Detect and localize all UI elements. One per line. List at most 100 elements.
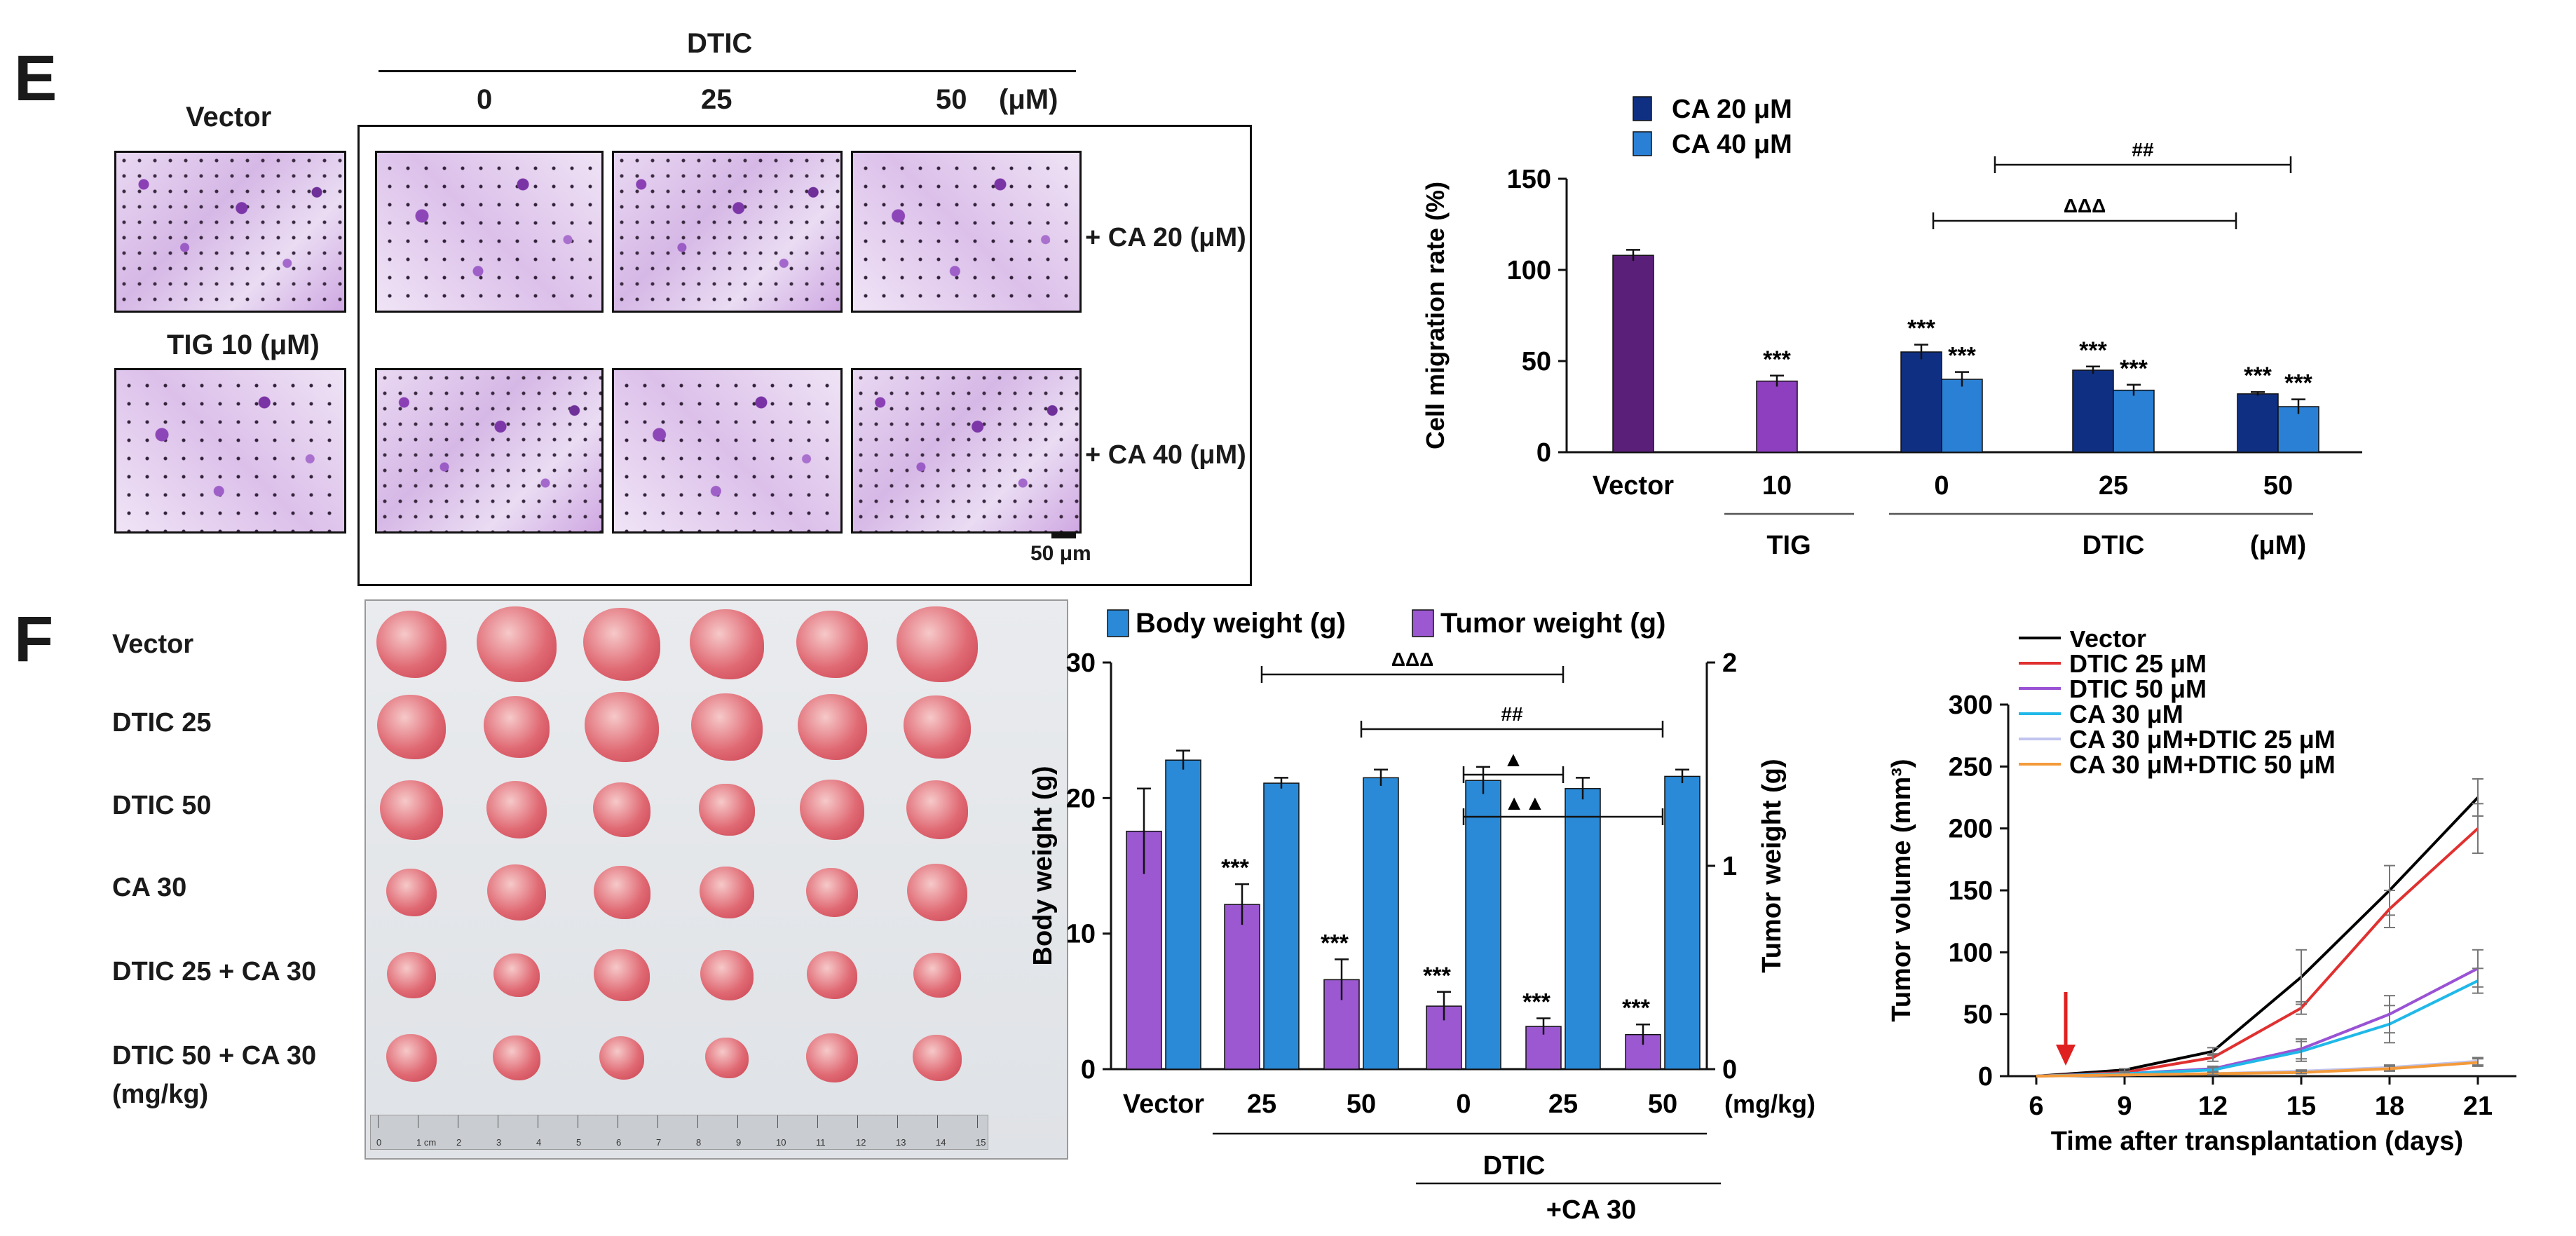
ruler-tick <box>817 1115 818 1128</box>
x-tick-label: 50 <box>2263 471 2293 501</box>
significance-label: *** <box>1522 989 1551 1016</box>
y-axis-title: Tumor volume (mm³) <box>1887 759 1916 1021</box>
treatment-arrow-head <box>2056 1045 2076 1066</box>
group-label-dtic: DTIC <box>1483 1151 1546 1181</box>
tumor <box>594 949 650 1002</box>
tumor <box>484 695 550 759</box>
bar <box>2277 406 2319 453</box>
y-tick-label: 100 <box>1949 938 1993 967</box>
body-weight-bar <box>1465 780 1501 1070</box>
scale-bar <box>1051 533 1076 538</box>
tumor <box>913 952 962 998</box>
ruler-tick-label: 13 <box>896 1137 906 1148</box>
tumor <box>386 869 437 916</box>
group-label-ca: +CA 30 <box>1546 1195 1637 1225</box>
tumor <box>386 1034 437 1082</box>
tumor-row-label-1: DTIC 25 <box>112 708 212 738</box>
tumor-units-label: (mg/kg) <box>112 1080 209 1109</box>
significance-label: *** <box>2244 362 2272 389</box>
micrograph-dtic25-ca20 <box>612 151 843 313</box>
y-tick-label: 150 <box>1507 165 1551 194</box>
x-tick-label: 10 <box>1762 471 1792 501</box>
tumor <box>376 611 447 678</box>
y-tick-label: 50 <box>1522 347 1551 376</box>
significance-label: *** <box>1622 995 1650 1021</box>
bracket-label: ▲▲ <box>1504 792 1545 815</box>
body-weight-bar <box>1363 777 1399 1070</box>
x-tick-label: Vector <box>1123 1089 1204 1119</box>
tig-label: TIG 10 (μM) <box>167 330 320 360</box>
tumor <box>906 780 969 839</box>
y2-tick-label: 0 <box>1722 1055 1737 1085</box>
tumor <box>806 868 858 917</box>
tumor-row-label-0: Vector <box>112 630 194 659</box>
tumor <box>386 951 437 999</box>
tumor <box>700 867 754 918</box>
ruler-tick-label: 8 <box>696 1137 702 1148</box>
y-tick-label: 50 <box>1963 1000 1993 1030</box>
tumor <box>700 950 754 1000</box>
y2-tick-label: 1 <box>1722 852 1737 881</box>
series-line <box>2036 979 2479 1078</box>
significance-label: *** <box>2284 370 2312 397</box>
bar <box>1756 380 1798 453</box>
micrograph-dtic25-ca40 <box>612 368 843 534</box>
x-tick-label: 50 <box>1347 1089 1376 1119</box>
x-tick-label: 12 <box>2198 1092 2228 1121</box>
weight-chart: 0 10 20 30 0 1 2 Body weight (g) Tumor weight (g… <box>1028 608 1815 1225</box>
significance-label: *** <box>1907 315 1935 342</box>
x-tick-label: Vector <box>1593 471 1674 501</box>
ruler-tick <box>977 1115 978 1128</box>
y-tick-label: 0 <box>1978 1062 1993 1092</box>
y-tick-label: 0 <box>1081 1055 1096 1085</box>
ruler-tick-label: 11 <box>816 1137 826 1148</box>
legend-label: CA 20 μM <box>1672 95 1792 124</box>
y-axis-title: Cell migration rate (%) <box>1421 182 1450 449</box>
legend-swatch <box>1633 131 1652 156</box>
ruler-tick <box>737 1115 738 1128</box>
tumor <box>477 606 557 682</box>
ruler-tick-label: 4 <box>536 1137 542 1148</box>
tumor-row-label-3: CA 30 <box>112 873 187 902</box>
ruler-tick-label: 0 <box>376 1137 382 1148</box>
bracket-label: ΔΔΔ <box>1391 648 1433 670</box>
ruler-tick <box>937 1115 938 1128</box>
micrograph-dtic50-ca20 <box>851 151 1082 313</box>
bracket-label: ## <box>1501 703 1523 725</box>
dtic-dose-0: 0 <box>477 84 493 115</box>
y-tick-label: 300 <box>1949 691 1993 720</box>
y-tick-label: 20 <box>1066 784 1096 813</box>
significance-label: *** <box>1763 346 1791 373</box>
tumor <box>593 865 650 920</box>
tumor <box>492 1035 541 1081</box>
tumor <box>380 780 443 840</box>
tumor <box>705 1038 749 1078</box>
ruler-tick-label: 14 <box>936 1137 946 1148</box>
tumor-photo <box>364 599 1068 1160</box>
micrograph-dtic50-ca40 <box>851 368 1082 534</box>
y-tick-label: 0 <box>1536 438 1551 468</box>
micrograph-dtic0-ca40 <box>375 368 604 534</box>
legend-swatch <box>1107 609 1129 637</box>
ruler-tick-label: 3 <box>496 1137 502 1148</box>
series-line <box>2036 1061 2479 1078</box>
x-tick-label: 50 <box>1648 1089 1677 1119</box>
x-unit-label: (mg/kg) <box>1724 1089 1815 1118</box>
legend-label: DTIC 50 μM <box>2069 674 2207 703</box>
tumor <box>690 693 763 761</box>
dtic-micrograph-group <box>357 125 1252 586</box>
dtic-header-line <box>379 70 1076 72</box>
significance-label: *** <box>1423 963 1451 989</box>
tumor <box>584 691 660 763</box>
y2-axis-title: Tumor weight (g) <box>1757 759 1787 972</box>
bar <box>2237 393 2279 453</box>
tumor <box>797 694 867 760</box>
body-weight-bar <box>1165 759 1201 1070</box>
bar <box>2113 389 2155 453</box>
panel-e-letter: E <box>14 43 57 114</box>
x-tick-label: 6 <box>2029 1092 2043 1121</box>
dtic-unit: (μM) <box>999 84 1058 115</box>
group-label-dtic: DTIC <box>2083 531 2145 560</box>
tumor <box>486 864 547 921</box>
tumor-weight-bar <box>1224 904 1260 1070</box>
